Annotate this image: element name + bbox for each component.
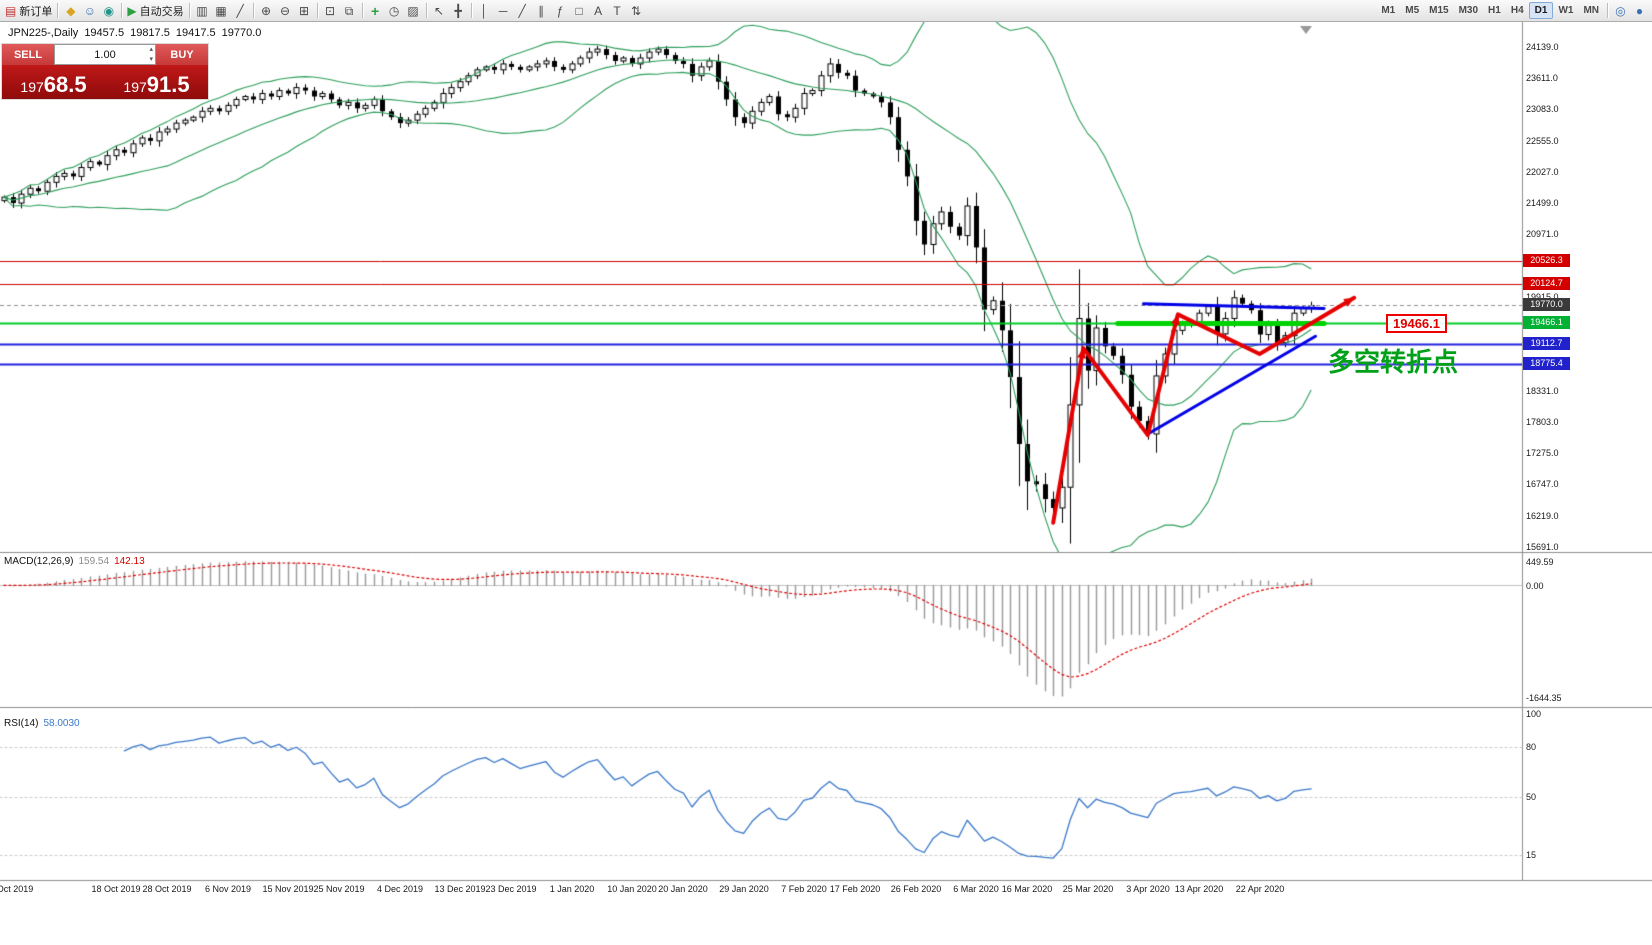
zoom-in-button[interactable]: ⊕ xyxy=(257,2,276,20)
text-icon: A xyxy=(594,3,603,18)
new-order-button[interactable]: ▤ 新订单 xyxy=(3,2,54,20)
autotrade-label: 自动交易 xyxy=(139,5,184,18)
timeframe-h1[interactable]: H1 xyxy=(1488,5,1501,16)
templates-icon: ▨ xyxy=(407,3,419,18)
arrows-icon: ⇅ xyxy=(631,3,642,18)
profile-button[interactable]: ☺ xyxy=(80,2,99,20)
volume-increase-icon[interactable] xyxy=(149,45,153,55)
mql5-icon: ◆ xyxy=(66,3,76,18)
toolbar-separator xyxy=(252,3,254,18)
trendline-button[interactable]: ╱ xyxy=(513,2,532,20)
volume-stepper[interactable] xyxy=(149,45,153,65)
new-chart-button[interactable]: ⊡ xyxy=(321,2,340,20)
community-button[interactable]: ◉ xyxy=(99,2,118,20)
toolbar-separator xyxy=(425,3,427,18)
trade-controls-row: SELL 1.00 BUY xyxy=(2,44,208,65)
chat-button[interactable]: ● xyxy=(1630,2,1649,20)
community-icon: ◉ xyxy=(103,3,115,18)
sell-price[interactable]: 197 68.5 xyxy=(20,72,87,97)
shapes-button[interactable]: □ xyxy=(570,2,589,20)
channel-icon: ∥ xyxy=(538,3,545,18)
periods-icon: ◷ xyxy=(388,3,400,18)
bar-chart-button[interactable]: ▥ xyxy=(193,2,212,20)
volume-field[interactable]: 1.00 xyxy=(54,44,156,65)
timeframe-mn[interactable]: MN xyxy=(1583,5,1599,16)
label-icon: T xyxy=(613,3,621,18)
zoom-in-icon: ⊕ xyxy=(261,3,272,18)
price-chart-canvas[interactable] xyxy=(0,22,1652,945)
fibonacci-icon: ƒ xyxy=(556,3,564,18)
channel-button[interactable]: ∥ xyxy=(532,2,551,20)
zoom-out-icon: ⊖ xyxy=(280,3,291,18)
vertical-line-icon: │ xyxy=(480,3,488,18)
buy-button[interactable]: BUY xyxy=(156,44,208,65)
volume-value[interactable]: 1.00 xyxy=(94,48,116,61)
toolbar-separator xyxy=(121,3,123,18)
candlestick-chart-button[interactable]: ▦ xyxy=(212,2,231,20)
toolbar-separator xyxy=(316,3,318,18)
arrows-button[interactable]: ⇅ xyxy=(627,2,646,20)
timeframe-m1[interactable]: M1 xyxy=(1381,5,1396,16)
candlestick-chart-icon: ▦ xyxy=(215,3,227,18)
timeframe-m30[interactable]: M30 xyxy=(1458,5,1479,16)
text-button[interactable]: A xyxy=(589,2,608,20)
tile-windows-button[interactable]: ⧉ xyxy=(340,2,359,20)
toolbar-separator xyxy=(188,3,190,18)
toolbar-separator xyxy=(1607,3,1608,18)
line-chart-icon: ╱ xyxy=(236,3,244,18)
timeframe-m5[interactable]: M5 xyxy=(1405,5,1420,16)
line-chart-button[interactable]: ╱ xyxy=(231,2,250,20)
indicators-icon: + xyxy=(370,2,380,19)
new-order-icon: ▤ xyxy=(5,3,17,18)
volume-decrease-icon[interactable] xyxy=(149,55,153,65)
grid-icon: ⊞ xyxy=(299,3,310,18)
search-button[interactable]: ◎ xyxy=(1611,2,1630,20)
toolbar-separator xyxy=(57,3,59,18)
autotrade-button[interactable]: ▶ 自动交易 xyxy=(125,2,185,20)
timeframe-w1[interactable]: W1 xyxy=(1558,5,1574,16)
mql5-button[interactable]: ◆ xyxy=(61,2,80,20)
crosshair-icon: ╋ xyxy=(454,3,462,18)
grid-button[interactable]: ⊞ xyxy=(295,2,314,20)
search-icon: ◎ xyxy=(1615,3,1626,18)
shapes-icon: □ xyxy=(575,3,583,18)
vertical-line-button[interactable]: │ xyxy=(475,2,494,20)
fibonacci-button[interactable]: ƒ xyxy=(551,2,570,20)
trade-prices-row: 197 68.5 197 91.5 xyxy=(2,65,208,99)
trendline-icon: ╱ xyxy=(518,3,526,18)
horizontal-line-button[interactable]: ─ xyxy=(494,2,513,20)
indicators-button[interactable]: + xyxy=(366,2,385,20)
buy-price[interactable]: 197 91.5 xyxy=(123,72,190,97)
toolbar-separator xyxy=(470,3,472,18)
sell-button[interactable]: SELL xyxy=(2,44,54,65)
profile-icon: ☺ xyxy=(83,3,96,18)
new-chart-icon: ⊡ xyxy=(325,3,336,18)
timeframe-d1[interactable]: D1 xyxy=(1528,2,1554,19)
zoom-out-button[interactable]: ⊖ xyxy=(276,2,295,20)
cursor-button[interactable]: ↖ xyxy=(430,2,449,20)
templates-button[interactable]: ▨ xyxy=(404,2,423,20)
timeframe-h4[interactable]: H4 xyxy=(1510,5,1524,16)
label-button[interactable]: T xyxy=(608,2,627,20)
cursor-icon: ↖ xyxy=(434,3,445,18)
chat-icon: ● xyxy=(1635,3,1644,18)
periods-button[interactable]: ◷ xyxy=(385,2,404,20)
price-flag-19466[interactable]: 19466.1 xyxy=(1386,314,1447,333)
bar-chart-icon: ▥ xyxy=(196,3,208,18)
new-order-label: 新订单 xyxy=(19,5,53,18)
toolbar: ▤ 新订单 ◆ ☺ ◉ ▶ 自动交易 ▥ ▦ ╱ ⊕ ⊖ ⊞ ⊡ ⧉ + ◷ ▨ ↖ ╋ │ ─ ╱ ∥ ƒ □ A T ⇅ M1 M5 M1… xyxy=(0,0,1652,22)
toolbar-separator xyxy=(361,3,363,18)
tile-windows-icon: ⧉ xyxy=(344,3,354,18)
horizontal-line-icon: ─ xyxy=(498,3,508,18)
timeframe-m15[interactable]: M15 xyxy=(1429,5,1449,16)
autotrade-icon: ▶ xyxy=(127,3,137,18)
crosshair-button[interactable]: ╋ xyxy=(449,2,468,20)
